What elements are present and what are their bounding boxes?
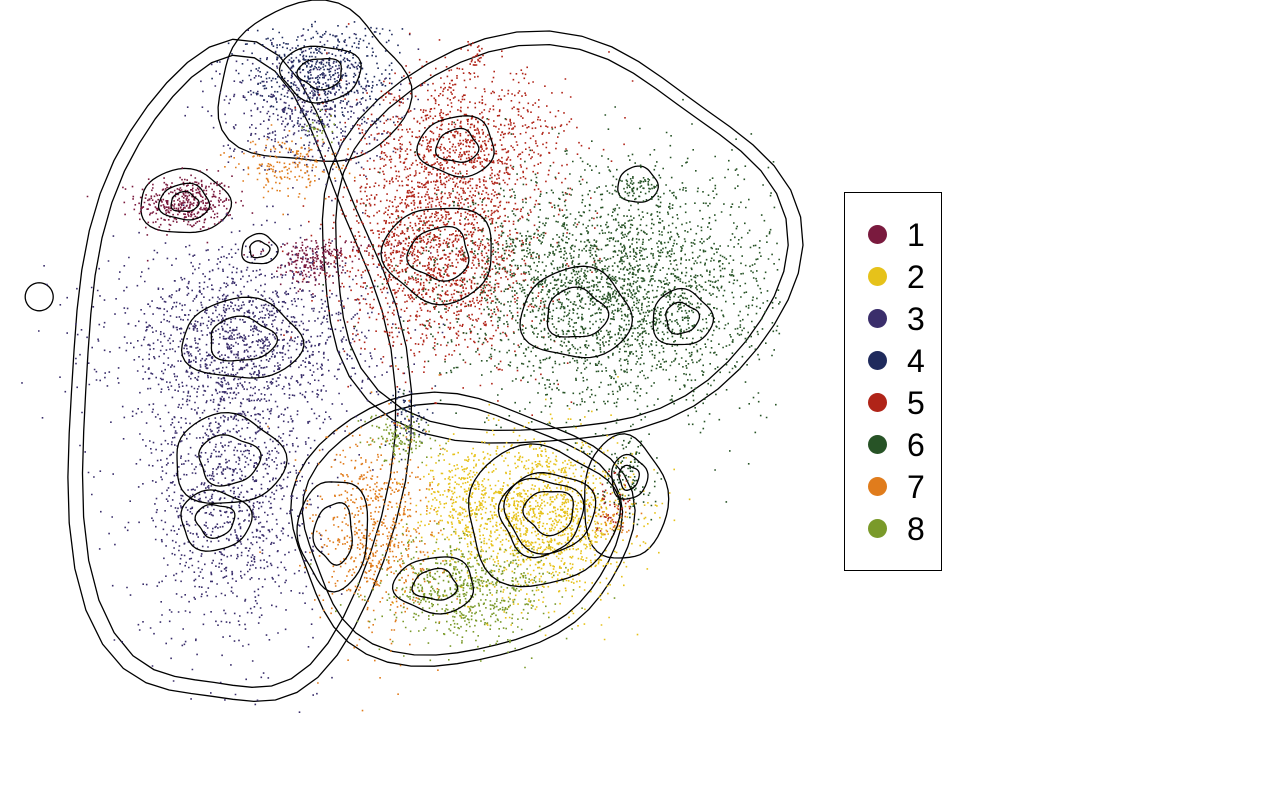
scatter-points xyxy=(21,20,781,713)
legend-item-3: 3 xyxy=(845,299,943,339)
contour-inner-9 xyxy=(503,472,597,555)
contour-inner-5-b xyxy=(434,127,480,163)
contour-inner-0 xyxy=(180,296,305,379)
contour-inner-3-b xyxy=(296,57,342,91)
contour-inner-10-b xyxy=(312,502,353,566)
legend-label-8: 8 xyxy=(907,511,925,547)
series-3-points xyxy=(21,29,445,713)
legend-label-7: 7 xyxy=(907,469,925,505)
contour-inner-11 xyxy=(391,556,475,615)
legend-item-5: 5 xyxy=(845,383,943,423)
legend-item-8: 8 xyxy=(845,509,943,549)
contour-outer-small-right xyxy=(584,433,670,559)
contour-inner-8 xyxy=(468,443,622,588)
contour-inner-1 xyxy=(176,411,288,504)
legend-item-7: 7 xyxy=(845,467,943,507)
contour-outer-top-right-2 xyxy=(335,43,789,432)
legend-swatch-1 xyxy=(868,225,887,244)
contour-inner-4-b xyxy=(406,225,470,282)
legend-swatch-5 xyxy=(868,393,887,412)
series-2-points xyxy=(392,376,691,641)
contour-inner-7 xyxy=(652,287,715,346)
contour-inner-2 xyxy=(180,489,253,552)
legend: 1 2 3 4 5 6 7 8 xyxy=(844,192,942,571)
contour-inner-8-b xyxy=(497,477,585,559)
contour-inner-5 xyxy=(416,115,495,178)
legend-swatch-3 xyxy=(868,309,887,328)
contour-inner-12 xyxy=(157,182,211,221)
series-2-marks xyxy=(392,376,691,641)
legend-label-2: 2 xyxy=(907,259,925,295)
contour-inner-1-b xyxy=(198,434,262,487)
legend-label-5: 5 xyxy=(907,385,925,421)
contour-inner-6 xyxy=(519,265,634,359)
legend-item-2: 2 xyxy=(845,257,943,297)
legend-item-6: 6 xyxy=(845,425,943,465)
contour-outer-left xyxy=(67,38,413,703)
legend-label-4: 4 xyxy=(907,343,925,379)
legend-label-3: 3 xyxy=(907,301,925,337)
contour-inner-11-b xyxy=(411,567,459,601)
contour-outer-top-right xyxy=(321,30,804,444)
contour-outer-left-2 xyxy=(81,54,397,688)
legend-label-1: 1 xyxy=(907,217,925,253)
contour-inner-13 xyxy=(241,232,279,265)
legend-swatch-6 xyxy=(868,435,887,454)
contour-inner-6-b xyxy=(546,286,610,338)
contour-cluster-1 xyxy=(140,167,233,234)
series-3-marks xyxy=(21,29,445,713)
contour-inner-14-b xyxy=(618,464,640,491)
legend-swatch-4 xyxy=(868,351,887,370)
contour-inner-0-b xyxy=(210,315,279,362)
contour-outer-dot-left xyxy=(24,282,54,312)
contour-inner-12-b xyxy=(170,190,200,212)
series-4-points xyxy=(211,20,437,461)
legend-swatch-7 xyxy=(868,477,887,496)
contour-inner-3 xyxy=(278,45,362,104)
density-contours-outer xyxy=(24,0,804,703)
contour-inner-9-b xyxy=(522,490,574,537)
contour-inner-14 xyxy=(611,453,649,500)
legend-item-1: 1 xyxy=(845,215,943,255)
contour-outer-bottom xyxy=(290,391,636,667)
contour-outer-top xyxy=(217,0,413,162)
contour-inner-10 xyxy=(296,481,369,593)
contour-inner-7-b xyxy=(665,301,701,335)
legend-item-4: 4 xyxy=(845,341,943,381)
contour-inner-13-b xyxy=(249,240,271,259)
contour-outer-small-top xyxy=(617,165,659,203)
contour-outer-bottom-2 xyxy=(301,402,624,656)
legend-swatch-2 xyxy=(868,267,887,286)
contour-inner-4 xyxy=(380,207,492,306)
density-contours-inner xyxy=(157,45,715,615)
contour-inner-2-b xyxy=(194,503,236,539)
legend-swatch-8 xyxy=(868,519,887,538)
series-4-marks xyxy=(211,20,437,461)
legend-label-6: 6 xyxy=(907,427,925,463)
